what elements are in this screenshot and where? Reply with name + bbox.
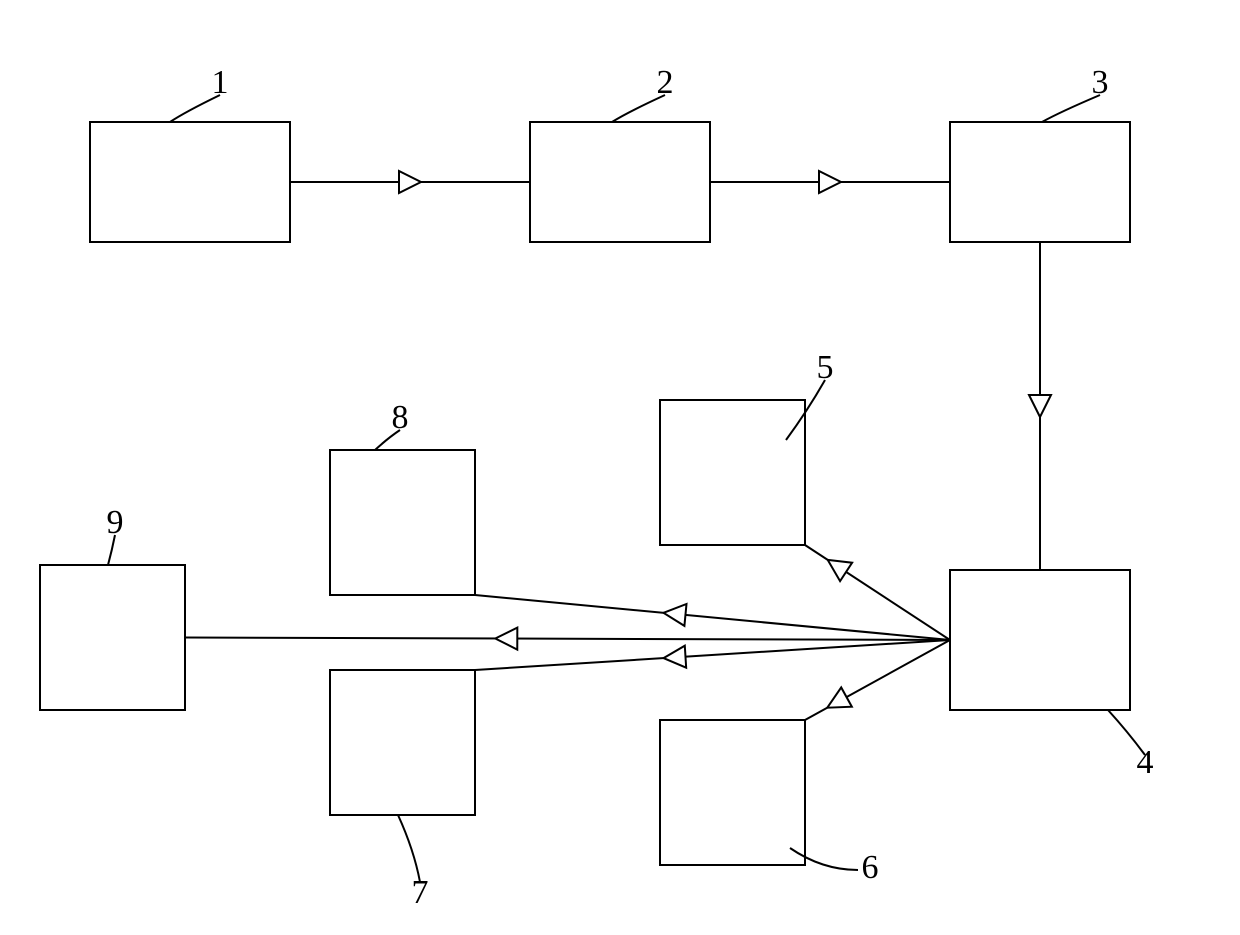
label-1: 1 [212,64,229,101]
label-7: 7 [412,874,429,911]
label-8: 8 [392,399,409,436]
box-3 [950,122,1130,242]
label-5: 5 [817,349,834,386]
label-4: 4 [1137,744,1154,781]
arrowhead-4-7 [664,646,687,668]
box-1 [90,122,290,242]
label-9: 9 [107,504,124,541]
edges-group [185,171,1051,720]
arrowhead-4-9 [495,628,517,650]
box-5 [660,400,805,545]
arrowhead-1-2 [399,171,421,193]
leaders-group [108,95,1145,882]
box-6 [660,720,805,865]
edge-4-8 [475,595,950,640]
arrowhead-4-6 [827,687,852,707]
diagram-canvas: 1 2 3 4 5 6 7 8 9 [0,0,1240,935]
label-2: 2 [657,64,674,101]
box-8 [330,450,475,595]
arrowhead-4-8 [664,604,687,626]
arrowhead-2-3 [819,171,841,193]
label-6: 6 [862,849,879,886]
arrowhead-3-4 [1029,395,1051,417]
box-7 [330,670,475,815]
boxes-group [40,122,1130,865]
leader-6 [790,848,858,870]
arrowhead-4-5 [828,560,852,581]
box-4 [950,570,1130,710]
box-2 [530,122,710,242]
edge-4-9 [185,638,950,641]
box-9 [40,565,185,710]
label-3: 3 [1092,64,1109,101]
labels-group: 1 2 3 4 5 6 7 8 9 [107,64,1154,911]
leader-7 [398,815,420,882]
edge-4-7 [475,640,950,670]
